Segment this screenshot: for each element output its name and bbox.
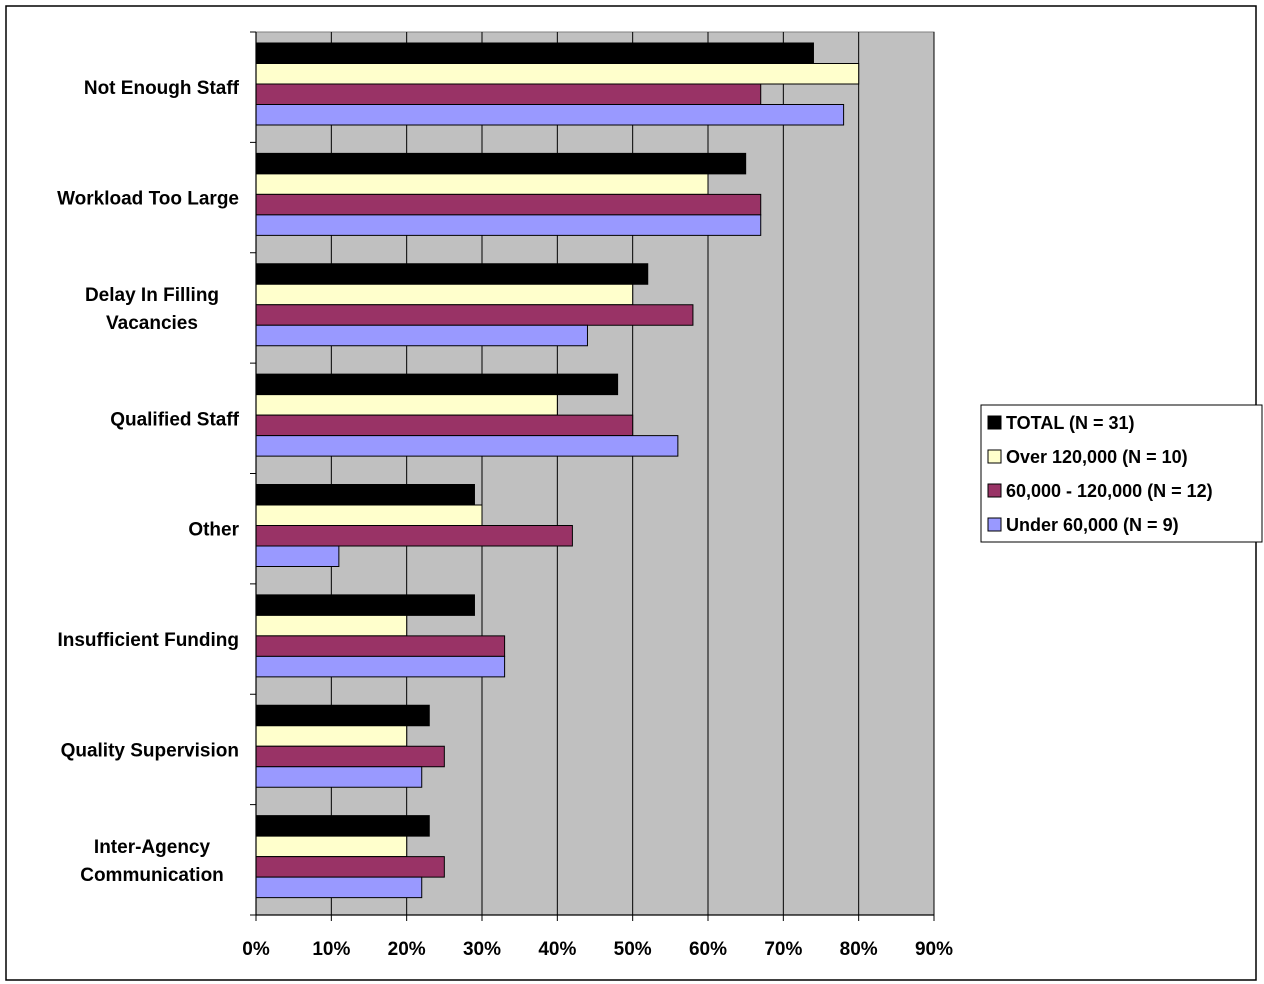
plot-area: 0% 10% 20% 30% 40% 50% 60% 70% 80% 90% Not Enough … (57, 31, 953, 960)
legend-label: 60,000 - 120,000 (N = 12) (1006, 481, 1213, 501)
bar (255, 104, 845, 126)
x-tick-label: 10% (312, 939, 350, 960)
bar (255, 324, 588, 347)
bar (255, 725, 408, 747)
bar (255, 614, 408, 637)
category-label: Other (188, 520, 239, 541)
bar (255, 484, 475, 506)
bar (255, 152, 747, 175)
bar (255, 414, 634, 437)
legend-box (980, 404, 1263, 543)
category-label: Delay In Filling Vacancies (85, 285, 219, 334)
bar (255, 856, 445, 878)
legend-label: TOTAL (N = 31) (1006, 413, 1135, 433)
bar (255, 83, 762, 105)
bar (255, 63, 860, 85)
bar (255, 766, 423, 788)
category-label: Insufficient Funding (57, 630, 239, 651)
bar (255, 304, 694, 326)
x-tick-label: 40% (538, 939, 576, 960)
x-tick-label: 80% (840, 939, 878, 960)
category-label: Inter-Agency Communication (80, 837, 224, 886)
bar (255, 214, 762, 236)
x-tick-label: 50% (614, 939, 652, 960)
bar (255, 545, 340, 567)
x-tick-label: 0% (242, 939, 270, 960)
bar (255, 745, 445, 768)
bar (255, 42, 814, 64)
x-tick-label: 70% (764, 939, 802, 960)
category-label: Qualified Staff (110, 409, 239, 430)
bar (255, 283, 634, 306)
bar (255, 373, 619, 396)
bar (255, 655, 506, 678)
legend-label: Under 60,000 (N = 9) (1006, 515, 1179, 535)
legend-swatch (987, 517, 1002, 532)
bar (255, 876, 423, 899)
bar (255, 835, 408, 858)
bar (255, 525, 573, 547)
legend-swatch (987, 415, 1002, 430)
bar (255, 704, 430, 727)
legend-swatch (987, 449, 1002, 464)
bar (255, 815, 430, 837)
legend-swatch (987, 483, 1002, 498)
x-tick-label: 30% (463, 939, 501, 960)
bar (255, 394, 558, 416)
bar (255, 635, 506, 657)
legend-label: Over 120,000 (N = 10) (1006, 447, 1188, 467)
bar (255, 263, 649, 285)
x-tick-label: 20% (388, 939, 426, 960)
bar (255, 193, 762, 216)
legend: TOTAL (N = 31) Over 120,000 (N = 10) 60,00… (980, 404, 1263, 543)
category-label: Workload Too Large (57, 189, 239, 210)
category-label: Not Enough Staff (84, 78, 240, 99)
x-tick-label: 90% (915, 939, 953, 960)
x-tick-label: 60% (689, 939, 727, 960)
bar (255, 594, 475, 616)
bar (255, 504, 483, 526)
bar (255, 173, 709, 195)
category-label: Quality Supervision (61, 740, 239, 761)
bar (255, 435, 679, 457)
